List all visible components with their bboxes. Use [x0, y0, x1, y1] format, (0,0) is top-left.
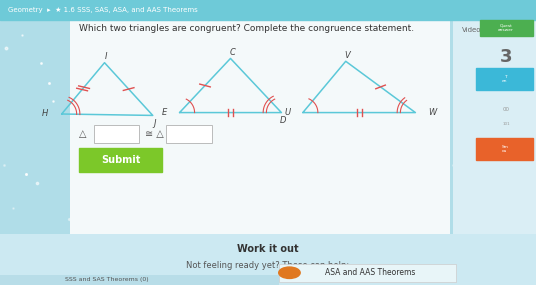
Text: D: D — [280, 116, 286, 125]
Text: Quest
answer: Quest answer — [498, 24, 514, 32]
Circle shape — [279, 267, 300, 278]
Text: Geometry  ▸  ★ 1.6 SSS, SAS, ASA, and AAS Theorems: Geometry ▸ ★ 1.6 SSS, SAS, ASA, and AAS … — [8, 7, 198, 13]
Bar — [166, 125, 212, 143]
Text: 00: 00 — [502, 107, 510, 112]
Text: ≅ △: ≅ △ — [145, 129, 164, 139]
Text: H: H — [41, 109, 48, 118]
Bar — [480, 20, 533, 36]
Text: C: C — [229, 48, 235, 57]
Bar — [476, 138, 533, 160]
Bar — [453, 20, 536, 268]
Bar — [94, 125, 139, 143]
Bar — [0, 275, 279, 285]
Text: I: I — [105, 52, 107, 61]
Text: T
en: T en — [502, 75, 508, 84]
Text: SSS and SAS Theorems (0): SSS and SAS Theorems (0) — [65, 277, 149, 282]
Text: Not feeling ready yet? These can help:: Not feeling ready yet? These can help: — [187, 261, 349, 270]
Text: Sm
ou: Sm ou — [502, 145, 508, 153]
Bar — [279, 264, 456, 282]
Text: W: W — [428, 107, 437, 117]
Bar — [476, 68, 533, 90]
Bar — [0, 0, 536, 20]
Text: ASA and AAS Theorems: ASA and AAS Theorems — [325, 268, 415, 277]
Text: J: J — [153, 119, 155, 128]
Bar — [0, 234, 536, 285]
Text: Which two triangles are congruent? Complete the congruence statement.: Which two triangles are congruent? Compl… — [79, 24, 414, 33]
Bar — [79, 148, 162, 172]
Text: Submit: Submit — [101, 155, 140, 165]
Text: U: U — [285, 107, 291, 117]
Text: 101: 101 — [502, 122, 510, 126]
Text: Video: Video — [462, 27, 481, 33]
Bar — [70, 20, 450, 268]
Text: 3: 3 — [500, 48, 512, 66]
Text: V: V — [345, 50, 350, 60]
Text: Work it out: Work it out — [237, 244, 299, 255]
Text: △: △ — [79, 129, 87, 139]
Text: E: E — [162, 107, 167, 117]
